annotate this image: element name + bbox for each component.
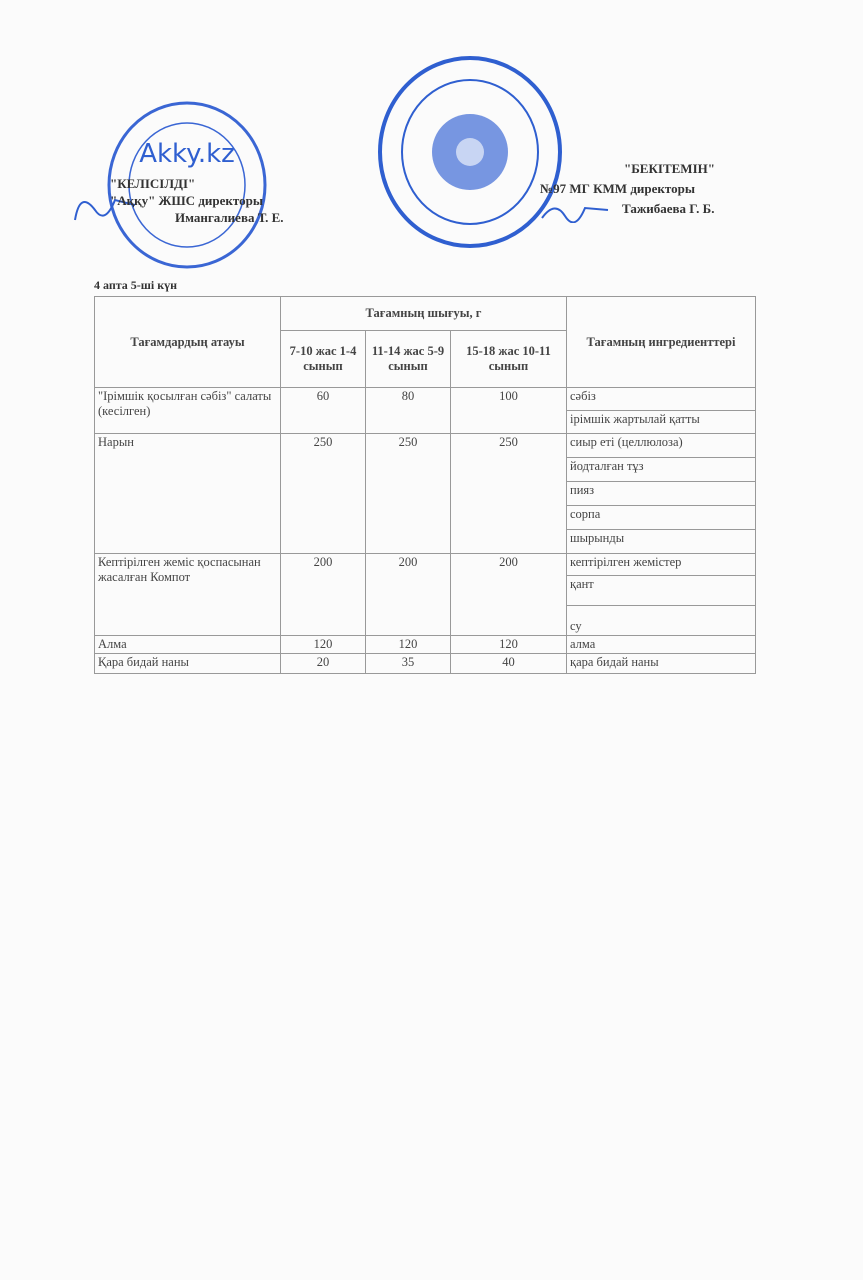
ingredient: су	[566, 605, 756, 636]
ingredient: қара бидай наны	[566, 653, 756, 674]
yield-value: 80	[365, 387, 451, 434]
right-stamp	[378, 56, 562, 248]
yield-value: 200	[365, 553, 451, 636]
dish-name: Кептірілген жеміс қоспасынан жасалған Ко…	[94, 553, 281, 636]
yield-value: 35	[365, 653, 451, 674]
yield-value: 100	[450, 387, 567, 434]
table-row: Кептірілген жеміс қоспасынан жасалған Ко…	[94, 553, 756, 636]
yield-value: 40	[450, 653, 567, 674]
yield-value: 250	[280, 433, 366, 554]
day-label: 4 апта 5-ші күн	[94, 278, 178, 292]
ingredient: сорпа	[566, 505, 756, 530]
header-yield: Тағамның шығуы, г	[280, 296, 567, 331]
yield-value: 60	[280, 387, 366, 434]
yield-value: 200	[280, 553, 366, 636]
yield-value: 20	[280, 653, 366, 674]
ingredient: сиыр еті (целлюлоза)	[566, 433, 756, 458]
ingredient: қант	[566, 575, 756, 606]
right-approval-title: "БЕКІТЕМІН"	[624, 161, 715, 176]
left-approval-org: "Аққу" ЖШС директоры	[110, 193, 263, 208]
ingredient: шырынды	[566, 529, 756, 554]
stamp-logo-text: Akky.kz	[139, 139, 235, 169]
yield-value: 250	[365, 433, 451, 554]
right-approval-org: №97 МГ КММ директоры	[540, 181, 695, 196]
dish-name: Қара бидай наны	[94, 653, 281, 674]
header-age-3: 15-18 жас 10-11 сынып	[450, 330, 567, 388]
header-dish: Тағамдардың атауы	[94, 296, 281, 388]
ingredient: пияз	[566, 481, 756, 506]
ingredient: кептірілген жемістер	[566, 553, 756, 576]
ingredient: сәбіз	[566, 387, 756, 411]
dish-name: Алма	[94, 635, 281, 654]
header-age-2: 11-14 жас 5-9 сынып	[365, 330, 451, 388]
right-approval-name: Тажибаева Г. Б.	[622, 201, 715, 216]
yield-value: 200	[450, 553, 567, 636]
right-signature	[541, 206, 609, 223]
ingredient: алма	[566, 635, 756, 654]
left-approval-name: Имангалиева Т. Е.	[175, 210, 284, 225]
yield-value: 120	[450, 635, 567, 654]
dish-name: Нарын	[94, 433, 281, 554]
table-row: Алма 120 120 120 алма	[94, 635, 756, 654]
left-approval-title: "КЕЛІСІЛДІ"	[110, 176, 196, 191]
menu-table: Тағамдардың атауы Тағамның шығуы, г Таға…	[94, 296, 756, 674]
ingredient: ірімшік жартылай қатты	[566, 410, 756, 434]
table-row: Қара бидай наны 20 35 40 қара бидай наны	[94, 653, 756, 674]
ingredient: йодталған тұз	[566, 457, 756, 482]
dish-name: "Ірімшік қосылған сәбіз" салаты (кесілге…	[94, 387, 281, 434]
yield-value: 250	[450, 433, 567, 554]
left-stamp: Akky.kz	[107, 101, 267, 269]
header-ingredients: Тағамның ингредиенттері	[566, 296, 756, 388]
table-row: Нарын 250 250 250 сиыр еті (целлюлоза)	[94, 433, 756, 554]
yield-value: 120	[280, 635, 366, 654]
yield-value: 120	[365, 635, 451, 654]
left-signature	[74, 198, 136, 221]
header-age-1: 7-10 жас 1-4 сынып	[280, 330, 366, 388]
table-row: "Ірімшік қосылған сәбіз" салаты (кесілге…	[94, 387, 756, 434]
